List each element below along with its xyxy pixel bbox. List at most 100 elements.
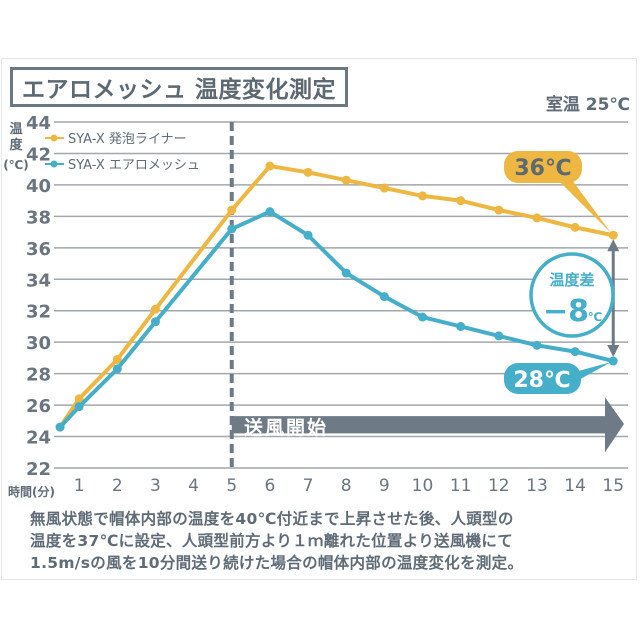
data-point [265,161,275,171]
description-line: 無風状態で帽体内部の温度を40℃付近まで上昇させた後、人頭型の [30,510,514,528]
callout-blue: 28℃ [504,362,612,394]
y-tick-label: 32 [26,302,51,323]
y-tick-label: 42 [26,144,51,165]
data-point [379,292,389,302]
data-point [341,268,351,278]
x-tick-label: 1 [74,476,85,496]
x-tick-label: 4 [188,476,199,496]
x-tick-label: 5 [226,476,237,496]
data-point [456,196,466,206]
data-point [418,312,427,322]
data-point [570,222,580,232]
data-point [112,354,122,364]
callout-blue-bubble [504,363,581,394]
grid-lines [54,121,628,469]
data-point [74,394,84,404]
callout-orange-pointer [558,180,612,234]
data-point [494,205,504,215]
y-tick-label: 26 [26,396,51,417]
airflow-arrow-shape [231,397,624,453]
y-axis-label-line2: 度 [9,137,23,153]
content-frame [1,58,637,580]
series-foam-liner [55,161,618,432]
difference-arrow-head-down [607,345,620,358]
data-point [341,175,351,185]
y-tick-label: 44 [26,113,51,134]
x-tick-label: 6 [264,476,275,496]
x-tick-label: 7 [303,476,314,496]
airflow-start-label: 送風開始 [244,416,328,439]
y-tick-label: 22 [26,459,51,480]
y-axis-label-line1: 温 [9,122,22,137]
y-axis-label-line3: (℃) [3,158,29,172]
difference-arrow-head-up [607,239,620,252]
description-line: 1.5m/sの風を10分間送り続けた場合の帽体内部の温度変化を測定。 [30,554,524,572]
y-tick-label: 40 [26,176,51,197]
x-tick-label: 14 [564,476,586,496]
x-axis-label: 時間(分) [8,484,55,499]
difference-label: 温度差 [549,271,594,289]
data-point [74,402,84,412]
legend-swatch-marker [50,160,58,168]
callout-blue-text: 28℃ [513,368,570,393]
data-point [150,317,160,327]
data-point [418,191,427,201]
data-point [150,304,160,314]
data-point [265,207,275,217]
difference-value: −8 [543,294,589,329]
description-line: 温度を37℃に設定、人頭型前方より１ｍ離れた位置より送風機にて [30,532,514,550]
callout-orange: 36℃ [504,151,612,234]
data-point [112,364,122,374]
data-point [303,167,313,177]
x-tick-label: 13 [526,476,548,496]
difference-unit: ℃ [588,310,603,324]
y-tick-label: 34 [26,270,51,291]
data-point [379,183,389,193]
room-temperature-label: 室温 25℃ [545,95,630,115]
x-tick-label: 9 [379,476,390,496]
data-point [55,422,65,432]
y-tick-label: 30 [26,333,51,354]
y-tick-label: 24 [26,428,51,449]
data-point [456,321,466,331]
chart-title: エアロメッシュ 温度変化測定 [10,67,348,107]
data-point [227,205,237,215]
callout-blue-pointer [575,362,612,382]
x-tick-label: 3 [150,476,161,496]
x-tick-label: 10 [412,476,434,496]
y-tick-labels: 22 24 26 28 30 32 34 36 38 40 42 44 [26,113,51,480]
y-tick-label: 38 [26,207,51,228]
data-point [494,331,504,341]
series-line [58,209,614,429]
difference-badge-circle [529,252,615,338]
callout-orange-text: 36℃ [514,156,571,181]
x-tick-label: 15 [602,476,624,496]
y-axis-label: 温 度 (℃) [3,122,29,172]
legend-label: SYA-X エアロメッシュ [68,158,200,173]
x-tick-labels: 1 2 3 4 5 6 7 8 9 10 11 12 13 14 15 [74,476,624,496]
legend-item-foam-liner: SYA-X 発泡ライナー [45,132,187,147]
series-lines [55,161,618,432]
difference-badge: 温度差 −8 ℃ [529,252,615,338]
y-tick-label: 28 [26,365,51,386]
legend: SYA-X 発泡ライナー SYA-X エアロメッシュ [45,132,200,173]
legend-swatch-marker [50,134,58,142]
data-point [532,213,542,223]
x-tick-label: 2 [112,476,123,496]
data-point [303,230,313,240]
callout-orange-bubble [504,151,582,183]
airflow-arrow: 送風開始 [231,397,624,453]
data-point [532,340,542,350]
y-tick-label: 36 [26,239,51,260]
data-point [608,356,618,366]
data-point [570,347,580,357]
legend-label: SYA-X 発泡ライナー [68,132,187,147]
x-tick-label: 8 [341,476,352,496]
x-tick-label: 11 [450,476,472,496]
x-tick-label: 12 [488,476,510,496]
data-point [227,224,237,234]
legend-item-aeromesh: SYA-X エアロメッシュ [45,158,200,173]
measurement-description: 無風状態で帽体内部の温度を40℃付近まで上昇させた後、人頭型の 温度を37℃に設… [30,508,630,574]
series-aeromesh [55,207,618,432]
